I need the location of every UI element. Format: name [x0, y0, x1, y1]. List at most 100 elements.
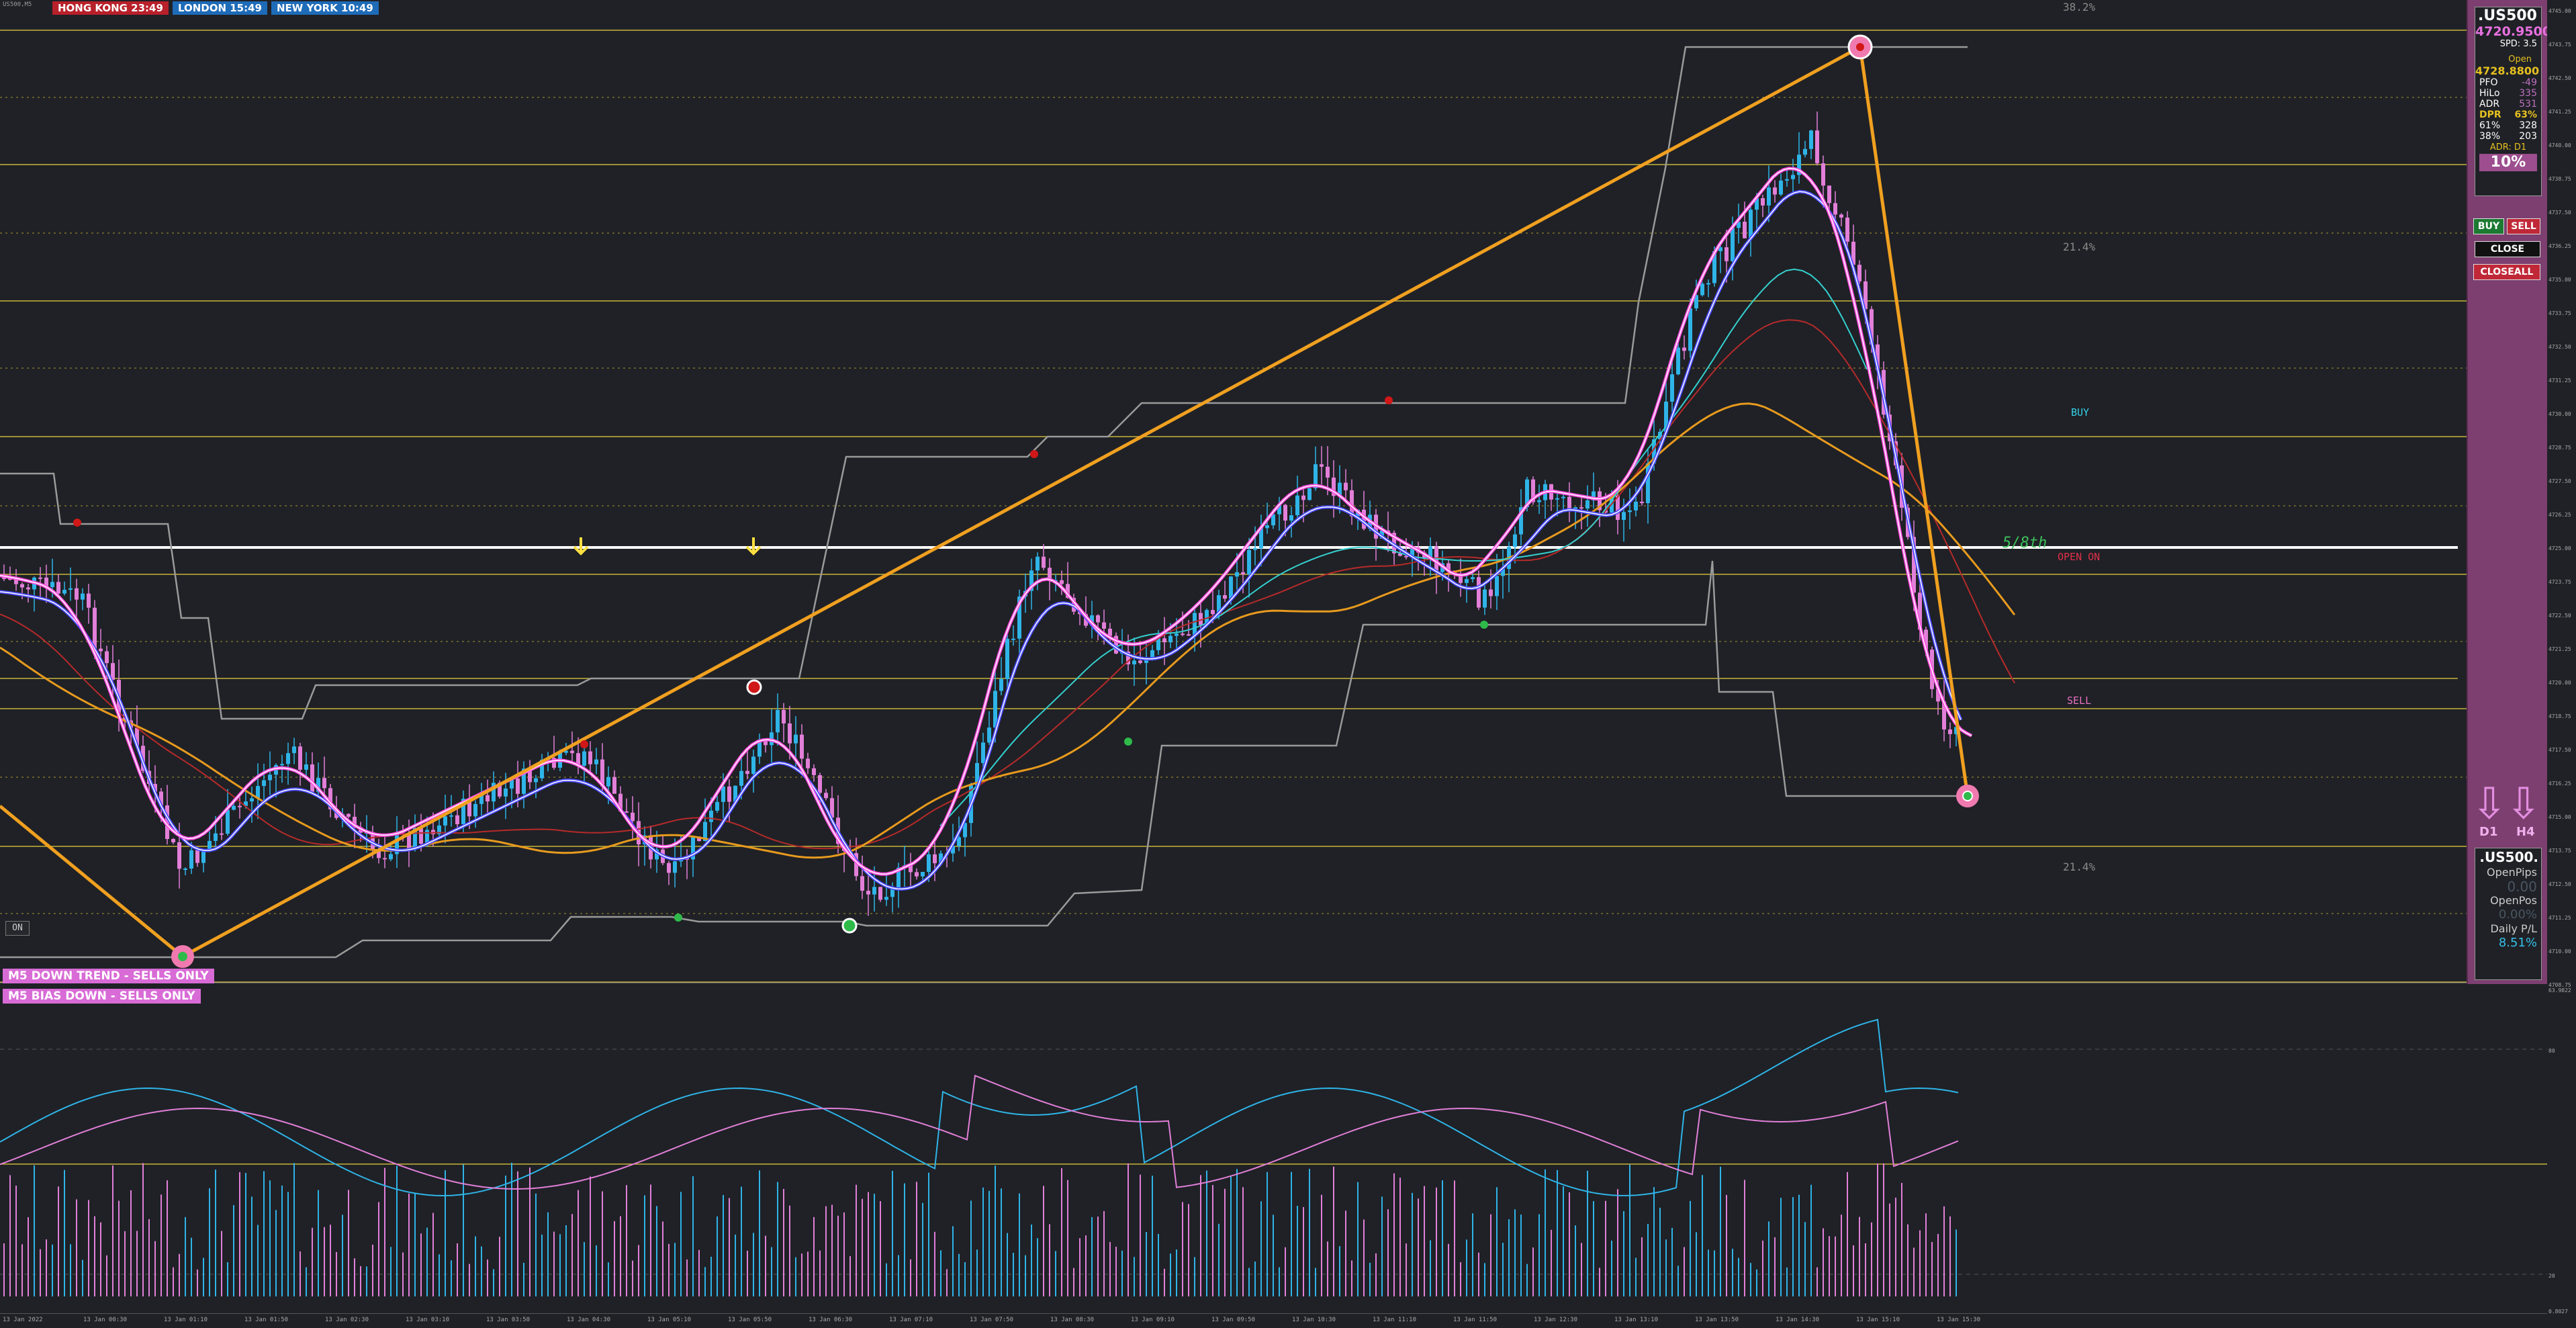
candle-body — [1664, 401, 1668, 432]
candle-body — [1676, 347, 1680, 375]
candle-body — [564, 750, 568, 753]
candle-body — [1803, 148, 1807, 155]
time-tick-label: 13 Jan 03:10 — [406, 1317, 450, 1323]
price-tick-label: 4733.75 — [2548, 310, 2571, 316]
candle-body — [44, 577, 48, 588]
buy-button[interactable]: BUY — [2473, 218, 2504, 234]
candle-body — [1537, 500, 1541, 502]
candle-body — [208, 840, 212, 852]
candle-body — [1175, 633, 1179, 636]
candle-body — [1876, 344, 1880, 370]
candle-body — [498, 783, 502, 797]
candle-body — [1060, 580, 1064, 584]
candle-body — [757, 739, 762, 757]
arrow-down-icon — [745, 537, 762, 556]
on-toggle-button[interactable]: ON — [5, 921, 30, 936]
candle-body — [244, 801, 248, 806]
time-tick-label: 13 Jan 07:50 — [970, 1317, 1014, 1323]
candle-body — [709, 810, 713, 822]
panel-open-label: Open — [2508, 54, 2532, 64]
candle-body — [1700, 283, 1704, 296]
candle-body — [927, 854, 931, 872]
candle-body — [1241, 572, 1245, 575]
candle-body — [280, 764, 284, 766]
candle-body — [473, 803, 477, 817]
fractal-low-marker — [841, 918, 858, 934]
candle-body — [510, 778, 514, 789]
open-pos-value: 0.00% — [2498, 908, 2537, 922]
session-london: LONDON 15:49 — [172, 1, 267, 15]
candle-body — [522, 768, 526, 794]
candle-body — [504, 788, 508, 797]
candle-body — [1779, 180, 1783, 195]
time-axis[interactable]: 13 Jan 2022 13 Jan 00:30 13 Jan 01:10 13 Ja… — [0, 1313, 2547, 1328]
oscillator-tick-label: 80 — [2548, 1048, 2555, 1054]
candle-body — [1162, 638, 1166, 643]
candle-body — [788, 723, 792, 744]
candle-body — [93, 607, 97, 649]
candle-body — [1132, 660, 1136, 665]
candle-body — [1005, 638, 1009, 679]
oscillator-tick-label: 63.9822 — [2548, 987, 2571, 993]
candle-body — [1362, 509, 1366, 529]
candle-body — [1773, 187, 1777, 195]
candle-body — [1809, 130, 1813, 149]
time-tick-label: 13 Jan 09:50 — [1211, 1317, 1256, 1323]
candle-body — [921, 871, 925, 877]
candle-body — [915, 872, 919, 877]
price-chart[interactable] — [0, 0, 2547, 1313]
fractal-dot-green — [1480, 621, 1488, 629]
time-tick-label: 13 Jan 15:30 — [1937, 1317, 1981, 1323]
oscillator-tick-label: 0.8027 — [2548, 1309, 2568, 1315]
candle-body — [328, 788, 332, 809]
candle-body — [1259, 528, 1263, 549]
time-tick-label: 13 Jan 13:10 — [1614, 1317, 1659, 1323]
candle-body — [256, 786, 260, 799]
time-tick-label: 13 Jan 15:10 — [1856, 1317, 1900, 1323]
stat-dpr: DPR 63% — [2479, 109, 2537, 120]
price-tick-label: 4711.25 — [2548, 915, 2571, 921]
panel-bid: 4720.9500 — [2475, 24, 2551, 39]
candle-body — [884, 897, 888, 900]
price-tick-label: 4725.00 — [2548, 545, 2571, 551]
candle-body — [226, 809, 230, 834]
time-tick-label: 13 Jan 08:30 — [1050, 1317, 1095, 1323]
candle-body — [268, 774, 272, 781]
candle-body — [1253, 548, 1257, 550]
candle-body — [1398, 553, 1402, 556]
candle-body — [1857, 265, 1861, 281]
candle-body — [1785, 179, 1789, 181]
time-tick-label: 13 Jan 01:10 — [164, 1317, 208, 1323]
sell-level-label: SELL — [2067, 695, 2092, 707]
candle-body — [99, 648, 103, 652]
price-axis[interactable]: 4745.00 4743.75 4742.50 4741.25 4740.00 4738.… — [2547, 0, 2576, 1327]
candle-body — [87, 593, 91, 608]
candle-body — [455, 815, 459, 824]
candle-body — [1295, 495, 1299, 516]
candle-body — [1187, 634, 1191, 636]
price-tick-label: 4723.75 — [2548, 579, 2571, 585]
candle-body — [1646, 463, 1650, 504]
candle-body — [443, 816, 447, 826]
candle-body — [1821, 163, 1825, 186]
candle-body — [492, 783, 496, 802]
close-button[interactable]: CLOSE — [2475, 241, 2540, 257]
candle-body — [1126, 651, 1130, 665]
panel-symbol: .US500 — [2478, 7, 2537, 24]
sell-button[interactable]: SELL — [2507, 218, 2540, 234]
closeall-button[interactable]: CLOSEALL — [2473, 264, 2540, 280]
candle-body — [1404, 556, 1408, 558]
candle-body — [1211, 610, 1215, 615]
candle-body — [751, 756, 755, 774]
candle-body — [1924, 629, 1928, 650]
candle-body — [1459, 575, 1463, 583]
open-on-label: OPEN ON — [2058, 551, 2101, 563]
time-tick-label: 13 Jan 05:10 — [647, 1317, 692, 1323]
candle-body — [1755, 198, 1759, 210]
candle-body — [292, 746, 296, 754]
candle-body — [298, 746, 302, 770]
price-tick-label: 4712.50 — [2548, 881, 2571, 887]
candle-body — [1344, 482, 1348, 490]
candle-body — [467, 799, 471, 817]
candle-body — [951, 846, 955, 854]
